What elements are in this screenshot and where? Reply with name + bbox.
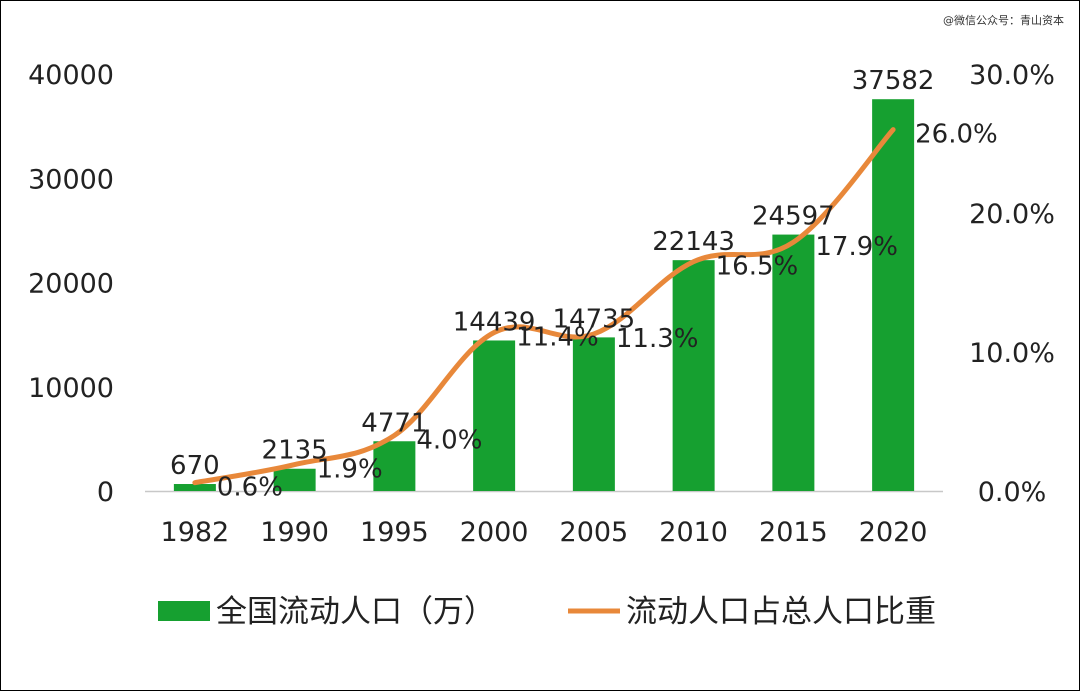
bar-value-label: 14735 — [553, 304, 636, 334]
line-value-label: 0.6% — [217, 473, 283, 503]
x-tick-label: 2000 — [460, 517, 529, 548]
bar-value-label: 37582 — [852, 66, 935, 96]
line-value-label: 11.3% — [616, 324, 699, 354]
line-series-ratio — [192, 127, 896, 486]
line-value-label: 17.9% — [815, 232, 898, 262]
legend-bar-swatch — [158, 601, 210, 621]
axis-layer: 0 10000 20000 30000 40000 0.0% 10.0% 20.0% 30.0%… — [28, 60, 1055, 548]
y-right-tick-label: 30.0% — [969, 60, 1055, 91]
x-tick-label: 1995 — [360, 517, 429, 548]
line-value-label: 11.4% — [516, 323, 599, 353]
bar-value-label: 14439 — [453, 307, 536, 337]
bar — [173, 484, 216, 491]
y-right-tick-label: 10.0% — [969, 338, 1055, 369]
bar — [273, 468, 316, 491]
bar — [872, 99, 915, 492]
y-left-tick-label: 10000 — [28, 373, 114, 404]
watermark: @微信公众号：青山资本 — [943, 14, 1064, 27]
bar — [572, 337, 615, 491]
bar-value-label: 670 — [170, 451, 220, 481]
legend-line-label: 流动人口占总人口比重 — [626, 594, 936, 630]
bar — [772, 234, 815, 491]
line-value-label: 1.9% — [317, 455, 383, 485]
bar-value-label: 24597 — [752, 202, 835, 232]
line-value-label: 26.0% — [915, 120, 998, 150]
line-layer — [192, 127, 896, 486]
y-right-tick-label: 20.0% — [969, 199, 1055, 230]
y-left-tick-label: 30000 — [28, 164, 114, 195]
label-layer: 670 2135 4771 14439 14735 22143 24597 37582 0.6%… — [170, 66, 998, 502]
y-left-tick-label: 40000 — [28, 60, 114, 91]
y-left-tick-label: 20000 — [28, 269, 114, 300]
bar-value-label: 22143 — [652, 227, 735, 257]
bar — [373, 441, 416, 491]
bar-layer — [173, 99, 915, 492]
y-left-tick-label: 0 — [97, 477, 114, 508]
x-tick-label: 1990 — [260, 517, 329, 548]
x-tick-label: 1982 — [161, 517, 230, 548]
bar-value-label: 4771 — [361, 408, 427, 438]
legend-bar-label: 全国流动人口（万） — [216, 594, 495, 630]
legend: 全国流动人口（万） 流动人口占总人口比重 — [158, 594, 936, 630]
x-tick-label: 2010 — [659, 517, 728, 548]
line-value-label: 16.5% — [716, 252, 799, 282]
x-tick-label: 2015 — [759, 517, 828, 548]
bar — [473, 340, 516, 491]
x-tick-label: 2020 — [859, 517, 928, 548]
bar — [672, 260, 715, 491]
bar-value-label: 2135 — [262, 436, 328, 466]
y-right-tick-label: 0.0% — [978, 477, 1047, 508]
line-value-label: 4.0% — [416, 425, 482, 455]
x-tick-label: 2005 — [560, 517, 629, 548]
